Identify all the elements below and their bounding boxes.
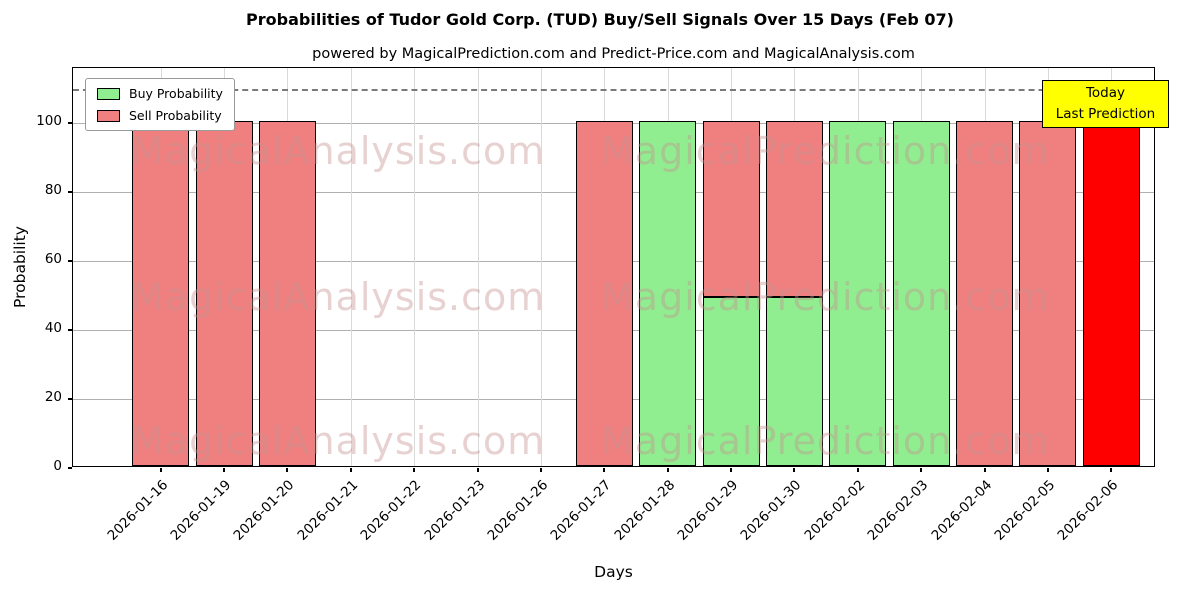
y-tick-mark [68,122,72,125]
legend-item: Sell Probability [97,108,223,123]
watermark-text: MagicalPrediction.com [601,129,1050,173]
x-tick-mark [856,468,859,472]
watermark-text: MagicalAnalysis.com [131,275,546,319]
y-axis-label: Probability [11,226,29,308]
threshold-dashed-line [73,88,1154,91]
x-axis-label: Days [594,563,633,581]
bar-segment-sell [956,121,1014,466]
v-gridline [540,68,542,466]
legend-item: Buy Probability [97,86,223,101]
y-tick-mark [68,398,72,401]
y-tick-label: 60 [44,251,62,268]
bar-segment-buy [639,121,697,466]
plot-area: Buy Probability Sell Probability MagicalA… [72,67,1155,467]
annotation-line-1: Today [1085,85,1126,102]
watermark-text: MagicalPrediction.com [601,419,1050,463]
legend: Buy Probability Sell Probability [85,78,235,131]
x-tick-mark [603,468,606,472]
watermark-text: MagicalAnalysis.com [131,419,546,463]
annotation-line-2: Last Prediction [1055,106,1156,122]
x-tick-mark [1110,468,1113,472]
y-tick-label: 100 [36,113,62,130]
legend-swatch [97,109,120,122]
bar-segment-sell [132,121,190,466]
y-tick-mark [68,191,72,194]
chart-subtitle: powered by MagicalPrediction.com and Pre… [312,46,915,62]
x-tick-mark [793,468,796,472]
x-tick-mark [539,468,542,472]
x-tick-mark [730,468,733,472]
x-tick-mark [223,468,226,472]
y-tick-label: 80 [44,182,62,199]
x-tick-mark [159,468,162,472]
bar-segment-sell [258,121,316,466]
x-tick-mark [1046,468,1049,472]
y-tick-label: 20 [44,389,62,406]
watermark-text: MagicalPrediction.com [601,275,1050,319]
bar-segment-sell [195,121,253,466]
chart-title: Probabilities of Tudor Gold Corp. (TUD) … [246,10,954,29]
x-tick-mark [476,468,479,472]
bar-segment-sell [702,121,760,298]
x-tick-mark [286,468,289,472]
bar-segment-buy [892,121,950,466]
today-annotation: Today Last Prediction [1042,80,1169,128]
bar-segment-today [1082,121,1140,466]
bar-segment-sell [1019,121,1077,466]
bar-segment-sell [575,121,633,466]
watermark-text: MagicalAnalysis.com [131,129,546,173]
x-tick-mark [413,468,416,472]
v-gridline [414,68,416,466]
x-tick-mark [666,468,669,472]
y-tick-mark [68,329,72,332]
y-tick-label: 0 [53,458,62,474]
y-tick-label: 40 [44,320,62,337]
legend-label: Buy Probability [129,86,223,101]
y-tick-mark [68,260,72,263]
v-gridline [350,68,352,466]
legend-swatch [97,87,120,100]
x-tick-mark [920,468,923,472]
bar-segment-buy [765,297,823,466]
v-gridline [477,68,479,466]
bar-segment-buy [702,297,760,466]
x-tick-mark [349,468,352,472]
bar-segment-buy [829,121,887,466]
legend-label: Sell Probability [129,108,222,123]
x-tick-mark [983,468,986,472]
bar-segment-sell [765,121,823,298]
y-tick-mark [68,467,72,469]
